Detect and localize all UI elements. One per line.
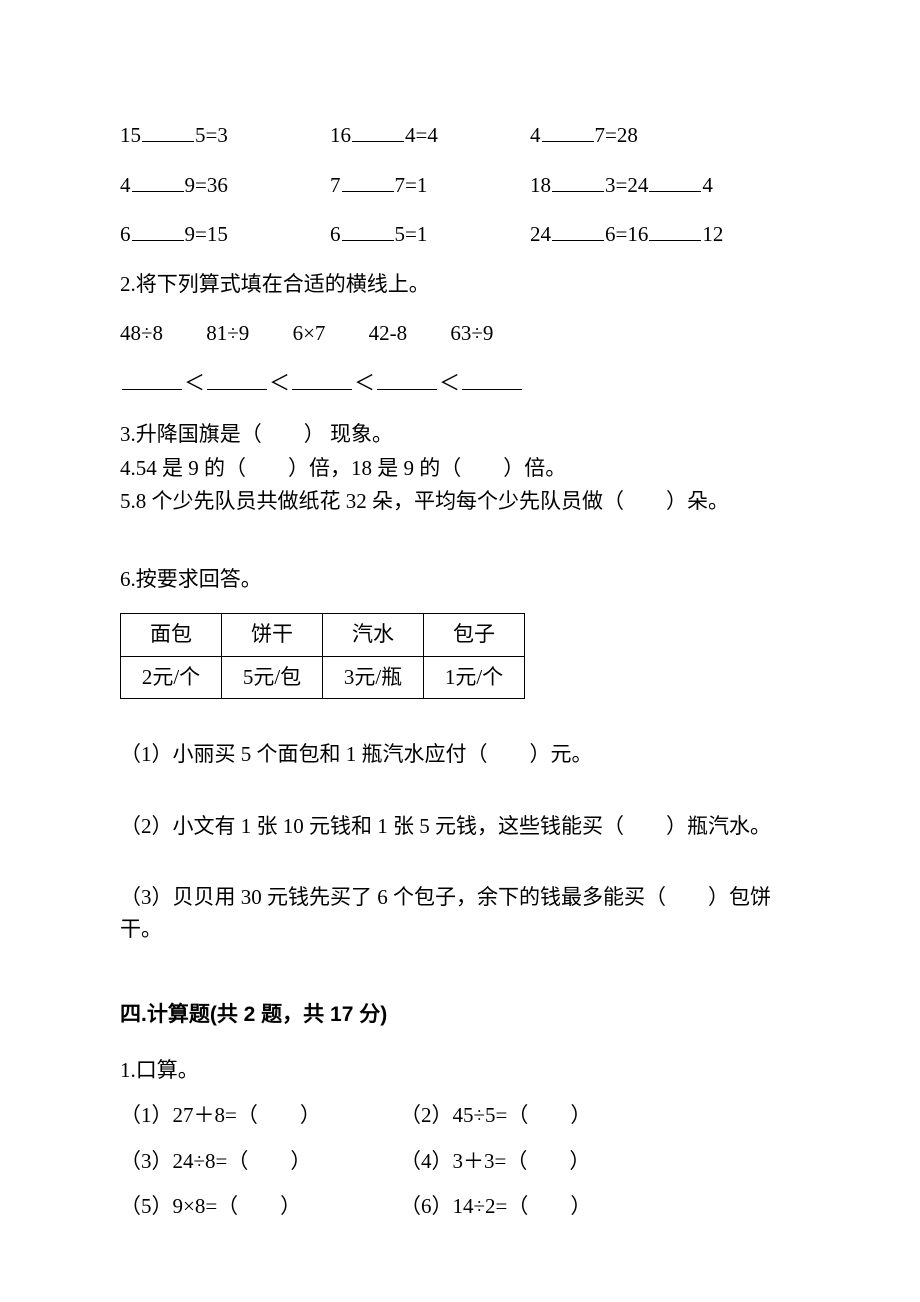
q4: 4.54 是 9 的（ ）倍，18 是 9 的（ ）倍。 bbox=[120, 453, 800, 485]
calc-2r: （6）14÷2=（ ） bbox=[400, 1191, 800, 1223]
page: 155=3 164=4 47=28 49=36 77=1 183=244 69=… bbox=[0, 0, 920, 1302]
q1-block: 155=3 164=4 47=28 49=36 77=1 183=244 69=… bbox=[120, 120, 800, 251]
q6-sub2: （2）小文有 1 张 10 元钱和 1 张 5 元钱，这些钱能买（ ）瓶汽水。 bbox=[120, 811, 800, 843]
q1-row-0: 155=3 164=4 47=28 bbox=[120, 120, 800, 152]
q6-title: 6.按要求回答。 bbox=[120, 564, 800, 596]
q2-ops: 48÷8 81÷9 6×7 42-8 63÷9 bbox=[120, 318, 800, 350]
table-row: 2元/个 5元/包 3元/瓶 1元/个 bbox=[121, 656, 525, 699]
calc-row-2: （5）9×8=（ ） （6）14÷2=（ ） bbox=[120, 1191, 800, 1223]
q2-op-4: 63÷9 bbox=[450, 318, 493, 350]
section4-heading: 四.计算题(共 2 题，共 17 分) bbox=[120, 999, 800, 1031]
calc-row-0: （1）27＋8=（ ） （2）45÷5=（ ） bbox=[120, 1100, 800, 1132]
q6-sub3: （3）贝贝用 30 元钱先买了 6 个包子，余下的钱最多能买（ ）包饼干。 bbox=[120, 882, 800, 945]
q1-row-1: 49=36 77=1 183=244 bbox=[120, 170, 800, 202]
q1-r1-c3: 183=244 bbox=[530, 170, 800, 202]
q1-r0-c3: 47=28 bbox=[530, 120, 800, 152]
calc-1r: （4）3＋3=（ ） bbox=[400, 1146, 800, 1178]
th-3: 包子 bbox=[424, 614, 525, 657]
q5: 5.8 个少先队员共做纸花 32 朵，平均每个少先队员做（ ）朵。 bbox=[120, 486, 800, 518]
calc-1l: （3）24÷8=（ ） bbox=[120, 1146, 400, 1178]
q1-r2-c3: 246=1612 bbox=[530, 219, 800, 251]
q2-title: 2.将下列算式填在合适的横线上。 bbox=[120, 269, 800, 301]
th-2: 汽水 bbox=[323, 614, 424, 657]
calc-row-1: （3）24÷8=（ ） （4）3＋3=（ ） bbox=[120, 1146, 800, 1178]
q1-r1-c1: 49=36 bbox=[120, 170, 330, 202]
q3: 3.升降国旗是（ ） 现象。 bbox=[120, 419, 800, 451]
q1-r0-c2: 164=4 bbox=[330, 120, 530, 152]
table-row: 面包 饼干 汽水 包子 bbox=[121, 614, 525, 657]
q6-sub1: （1）小丽买 5 个面包和 1 瓶汽水应付（ ）元。 bbox=[120, 739, 800, 771]
calc-0r: （2）45÷5=（ ） bbox=[400, 1100, 800, 1132]
th-1: 饼干 bbox=[222, 614, 323, 657]
sec4-q1-title: 1.口算。 bbox=[120, 1055, 800, 1087]
td-0: 2元/个 bbox=[121, 656, 222, 699]
q3-5-block: 3.升降国旗是（ ） 现象。 4.54 是 9 的（ ）倍，18 是 9 的（ … bbox=[120, 419, 800, 518]
q2-blanks: ＜＜＜＜ bbox=[120, 368, 800, 400]
calc-2l: （5）9×8=（ ） bbox=[120, 1191, 400, 1223]
q2-op-2: 6×7 bbox=[293, 318, 326, 350]
q2-op-1: 81÷9 bbox=[206, 318, 249, 350]
q1-r0-c1: 155=3 bbox=[120, 120, 330, 152]
th-0: 面包 bbox=[121, 614, 222, 657]
q2-op-3: 42-8 bbox=[369, 318, 408, 350]
q2-op-0: 48÷8 bbox=[120, 318, 163, 350]
td-3: 1元/个 bbox=[424, 656, 525, 699]
td-2: 3元/瓶 bbox=[323, 656, 424, 699]
td-1: 5元/包 bbox=[222, 656, 323, 699]
price-table: 面包 饼干 汽水 包子 2元/个 5元/包 3元/瓶 1元/个 bbox=[120, 613, 525, 699]
q1-r2-c1: 69=15 bbox=[120, 219, 330, 251]
q1-r1-c2: 77=1 bbox=[330, 170, 530, 202]
q1-r2-c2: 65=1 bbox=[330, 219, 530, 251]
q1-row-2: 69=15 65=1 246=1612 bbox=[120, 219, 800, 251]
calc-0l: （1）27＋8=（ ） bbox=[120, 1100, 400, 1132]
